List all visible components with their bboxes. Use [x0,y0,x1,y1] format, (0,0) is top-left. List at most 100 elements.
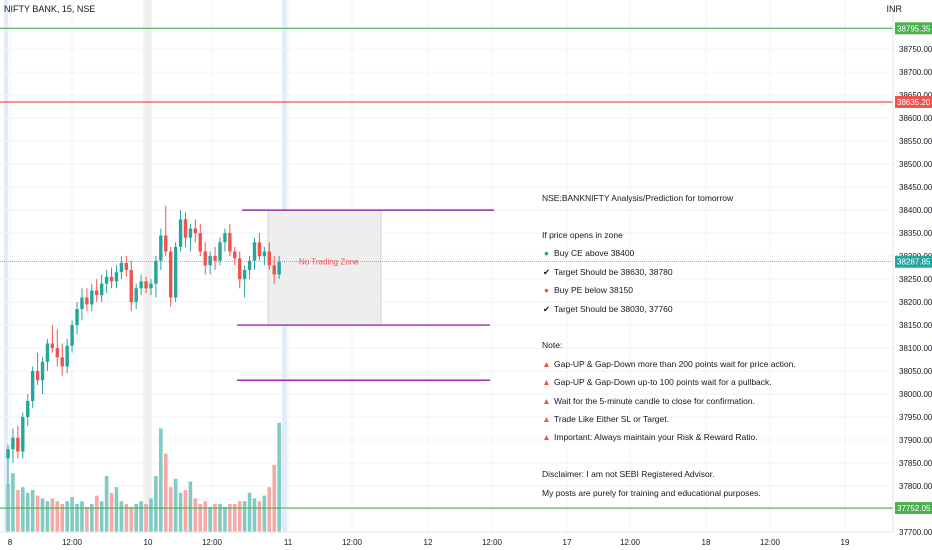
candle-body [233,251,237,259]
candle-body [119,263,124,273]
price-tick-label: 37900.00 [899,436,932,445]
candle-body [45,343,50,362]
candle-body [178,219,183,247]
note-item: ▲ Gap-UP & Gap-Down up-to 100 points wait… [542,377,772,388]
warning-icon: ▲ [542,414,551,425]
volume-bar [11,473,15,532]
candle-body [247,260,252,270]
candle-body [6,449,10,459]
candle-body [257,242,262,257]
time-tick-label: 12:00 [482,538,503,547]
candle-body [218,242,222,261]
candle-body [277,262,281,275]
candle-body [188,228,193,238]
price-tick-label: 38600.00 [899,114,932,123]
analysis-line-2: ● Buy PE below 38150 [543,285,633,296]
candle-body [134,288,138,303]
candle-body [95,290,99,296]
volume-bar [154,476,158,532]
volume-bar [149,498,153,532]
volume-bar [203,501,207,532]
price-badge-label: 37752.05 [897,504,931,513]
volume-bar [94,495,99,532]
analysis-line-0: ● Buy CE above 38400 [543,248,635,259]
warning-icon: ▲ [542,358,551,369]
volume-bar [70,497,74,532]
volume-bar [35,495,40,532]
check-icon: ✔ [542,266,551,277]
currency-label: INR [886,4,903,14]
volume-bar [55,501,60,532]
volume-bar [242,501,247,532]
volume-bar [178,492,183,532]
volume-bar [208,506,212,532]
volume-bar [85,506,89,532]
candle-body [193,228,198,234]
price-tick-label: 38350.00 [899,229,932,238]
time-tick-label: 19 [841,538,850,547]
note-title: Note: [542,340,563,351]
candle-body [238,258,242,280]
disclaimer-line: My posts are purely for training and edu… [542,487,761,498]
candle-body [154,260,158,284]
candle-body [11,437,15,450]
candle-body [262,251,267,257]
price-badge: 38287.85 [895,255,932,268]
price-badge-label: 38795.35 [897,24,931,33]
candle-body [80,297,84,309]
candle-body [75,308,79,326]
price-tick-label: 38200.00 [899,298,932,307]
red-circle-icon: ● [543,285,550,296]
green-circle-icon: ● [543,248,550,259]
no-trading-zone [267,209,382,326]
candle-body [124,263,129,270]
candle-body [267,251,271,266]
candle-body [99,283,104,296]
candle-body [21,417,25,452]
volume-bar [139,501,143,532]
volume-bar [104,476,109,532]
time-tick-label: 10 [144,538,153,547]
volume-bar [99,501,104,532]
volume-bar [188,481,193,532]
volume-bar [129,506,134,532]
price-axis [893,0,932,550]
volume-bar [75,504,79,532]
candle-body [129,269,133,303]
analysis-line-3: ✔ Target Should be 38030, 37760 [542,303,673,314]
price-tick-label: 38500.00 [899,160,932,169]
volume-bar [109,492,114,532]
candle-body [228,233,232,252]
price-tick-label: 37800.00 [899,482,932,491]
candle-body [198,233,202,252]
price-tick-label: 38050.00 [899,367,932,376]
price-tick-label: 37700.00 [899,528,932,537]
candle-body [183,219,188,238]
time-tick-label: 12:00 [760,538,781,547]
volume-bar [25,492,30,532]
candle-body [252,242,257,261]
volume-bar [134,504,138,532]
volume-bar [119,501,124,532]
price-tick-label: 37950.00 [899,413,932,422]
symbol-title: NIFTY BANK, 15, NSE [4,4,96,14]
price-tick-label: 38000.00 [899,390,932,399]
volume-bar [45,501,50,532]
candle-body [90,290,94,305]
candle-body [85,297,89,305]
candle-body [208,256,212,266]
candle-body [70,325,74,346]
price-tick-label: 38100.00 [899,344,932,353]
price-badge: 37752.05 [895,502,932,515]
time-tick-label: 12 [424,538,433,547]
price-badge-bg [895,502,932,515]
volume-bar [163,453,168,532]
volume-bar [16,490,20,532]
time-tick-label: 12:00 [620,538,641,547]
warning-icon: ▲ [542,432,551,443]
volume-bar [232,504,237,532]
volume-bar [262,495,267,532]
volume-bar [20,487,25,532]
volume-bar [80,501,84,532]
